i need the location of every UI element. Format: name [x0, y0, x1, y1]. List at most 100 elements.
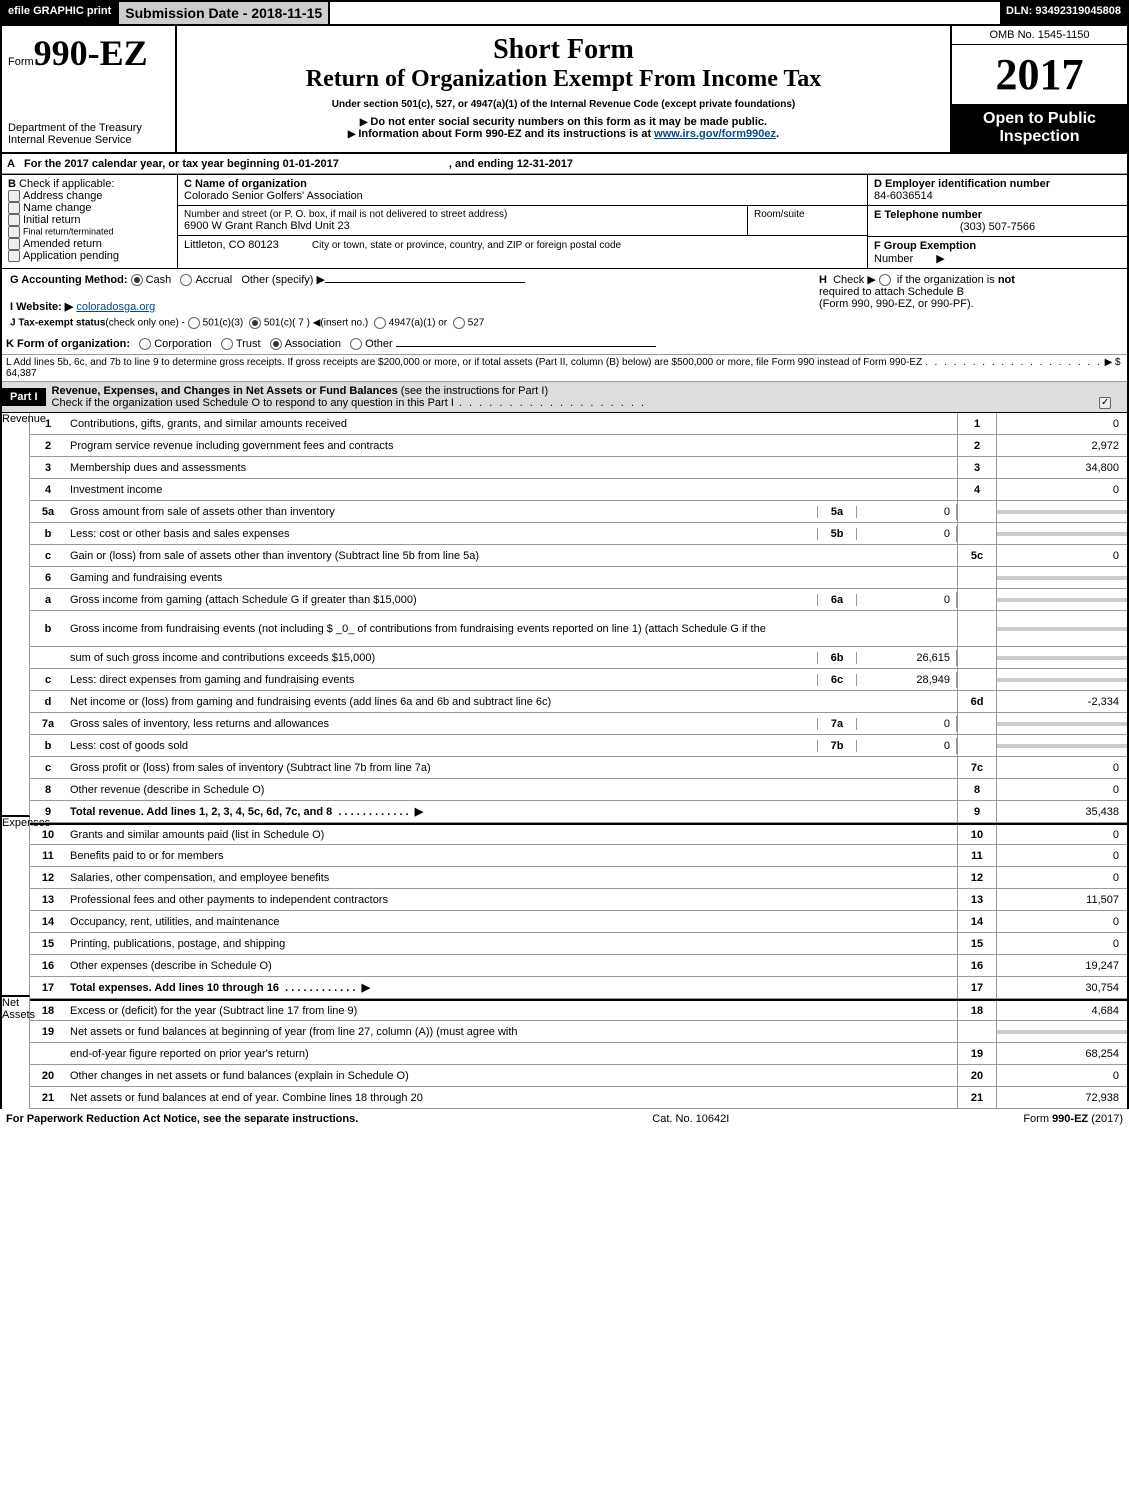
box-number: 3: [957, 457, 997, 478]
k-label: K Form of organization:: [6, 338, 130, 350]
h-txt4: (Form 990, 990-EZ, or 990-PF).: [819, 298, 974, 310]
cb-name-change[interactable]: [8, 202, 20, 214]
section-note: Under section 501(c), 527, or 4947(a)(1)…: [185, 99, 942, 110]
cb-application-pending[interactable]: [8, 250, 20, 262]
table-row: 1Contributions, gifts, grants, and simil…: [30, 413, 1127, 435]
table-row: 12Salaries, other compensation, and empl…: [30, 867, 1127, 889]
line-text: Less: direct expenses from gaming and fu…: [66, 672, 817, 688]
line-text: Gain or (loss) from sale of assets other…: [66, 548, 957, 564]
box-number: 7c: [957, 757, 997, 778]
box-grey: [957, 611, 997, 646]
opt-final-return: Final return/terminated: [23, 227, 114, 237]
subline-code: 6a: [817, 594, 857, 606]
radio-corp[interactable]: [139, 338, 151, 350]
line-number: d: [30, 694, 66, 710]
radio-527[interactable]: [453, 317, 465, 329]
table-row: 3Membership dues and assessments334,800: [30, 457, 1127, 479]
part1-header: Part I Revenue, Expenses, and Changes in…: [0, 382, 1129, 413]
line-text: Excess or (deficit) for the year (Subtra…: [66, 1003, 957, 1019]
line-number: 21: [30, 1090, 66, 1106]
line-number: c: [30, 760, 66, 776]
box-grey-val: [997, 598, 1127, 602]
website-link[interactable]: coloradosga.org: [76, 301, 155, 313]
line-text: Net income or (loss) from gaming and fun…: [66, 694, 957, 710]
box-value: 0: [997, 760, 1127, 776]
box-number: 21: [957, 1087, 997, 1108]
table-row: 7aGross sales of inventory, less returns…: [30, 713, 1127, 735]
box-grey: [957, 589, 997, 610]
line-text: Gross income from fundraising events (no…: [66, 621, 957, 637]
radio-4947[interactable]: [374, 317, 386, 329]
radio-cash[interactable]: [131, 274, 143, 286]
box-value: 4,684: [997, 1003, 1127, 1019]
cb-final-return[interactable]: [8, 226, 20, 238]
box-value: 0: [997, 870, 1127, 886]
line-text: Gross amount from sale of assets other t…: [66, 504, 817, 520]
tax-year: 2017: [952, 45, 1127, 104]
footer-left: For Paperwork Reduction Act Notice, see …: [6, 1113, 358, 1125]
irs-link[interactable]: www.irs.gov/form990ez: [654, 128, 776, 140]
line-number: 15: [30, 936, 66, 952]
table-row: 17Total expenses. Add lines 10 through 1…: [30, 977, 1127, 999]
subline-value: 26,615: [857, 650, 957, 666]
line-number: 3: [30, 460, 66, 476]
gh-row: G Accounting Method: Cash Accrual Other …: [0, 268, 1129, 333]
box-grey: [957, 647, 997, 668]
line-text: Membership dues and assessments: [66, 460, 957, 476]
footer-center: Cat. No. 10642I: [652, 1113, 729, 1125]
line-number: [30, 656, 66, 660]
side-expenses: Expenses: [2, 817, 30, 998]
line-number: 12: [30, 870, 66, 886]
box-number: 5c: [957, 545, 997, 566]
opt-4947: 4947(a)(1) or: [389, 318, 447, 329]
street-label: Number and street (or P. O. box, if mail…: [184, 209, 741, 220]
box-number: 14: [957, 911, 997, 932]
part1-note: (see the instructions for Part I): [401, 385, 548, 397]
line-text: Benefits paid to or for members: [66, 848, 957, 864]
radio-accrual[interactable]: [180, 274, 192, 286]
line-text: Gross income from gaming (attach Schedul…: [66, 592, 817, 608]
line-a-begin: For the 2017 calendar year, or tax year …: [24, 158, 339, 170]
dots-icon: [454, 397, 646, 409]
opt-amended-return: Amended return: [23, 238, 102, 250]
opt-corp: Corporation: [154, 338, 211, 350]
dept-treasury: Department of the Treasury: [8, 122, 169, 134]
form-number: 990-EZ: [34, 33, 148, 73]
box-number: 8: [957, 779, 997, 800]
line-text: Net assets or fund balances at end of ye…: [66, 1090, 957, 1106]
cb-initial-return[interactable]: [8, 214, 20, 226]
cb-schedule-o[interactable]: [1099, 397, 1111, 409]
form-prefix: Form: [8, 56, 34, 68]
room-suite: Room/suite: [747, 206, 867, 235]
table-row: 9Total revenue. Add lines 1, 2, 3, 4, 5c…: [30, 801, 1127, 823]
radio-501c3[interactable]: [188, 317, 200, 329]
open-to-public: Open to Public Inspection: [952, 104, 1127, 152]
open-line2: Inspection: [999, 128, 1079, 145]
e-label: E Telephone number: [874, 209, 1121, 221]
table-row: cGain or (loss) from sale of assets othe…: [30, 545, 1127, 567]
radio-h[interactable]: [879, 274, 891, 286]
insert-no: ◀(insert no.): [313, 318, 368, 329]
return-title: Return of Organization Exempt From Incom…: [185, 66, 942, 93]
radio-assoc[interactable]: [270, 338, 282, 350]
short-form-title: Short Form: [185, 34, 942, 66]
cb-amended-return[interactable]: [8, 238, 20, 250]
subline-value: 0: [857, 526, 957, 542]
box-value: 11,507: [997, 892, 1127, 908]
box-value: 0: [997, 548, 1127, 564]
side-netassets: Net Assets: [2, 997, 30, 1109]
subline-code: 7b: [817, 740, 857, 752]
line-number: 6: [30, 570, 66, 586]
table-row: 16Other expenses (describe in Schedule O…: [30, 955, 1127, 977]
radio-501c[interactable]: [249, 317, 261, 329]
table-row: 8Other revenue (describe in Schedule O)8…: [30, 779, 1127, 801]
line-text: Other expenses (describe in Schedule O): [66, 958, 957, 974]
cb-address-change[interactable]: [8, 190, 20, 202]
radio-trust[interactable]: [221, 338, 233, 350]
box-grey: [957, 501, 997, 522]
opt-other-specify: Other (specify) ▶: [241, 274, 325, 286]
box-number: 4: [957, 479, 997, 500]
line-number: 7a: [30, 716, 66, 732]
f-arrow: ▶: [936, 253, 944, 265]
radio-other[interactable]: [350, 338, 362, 350]
